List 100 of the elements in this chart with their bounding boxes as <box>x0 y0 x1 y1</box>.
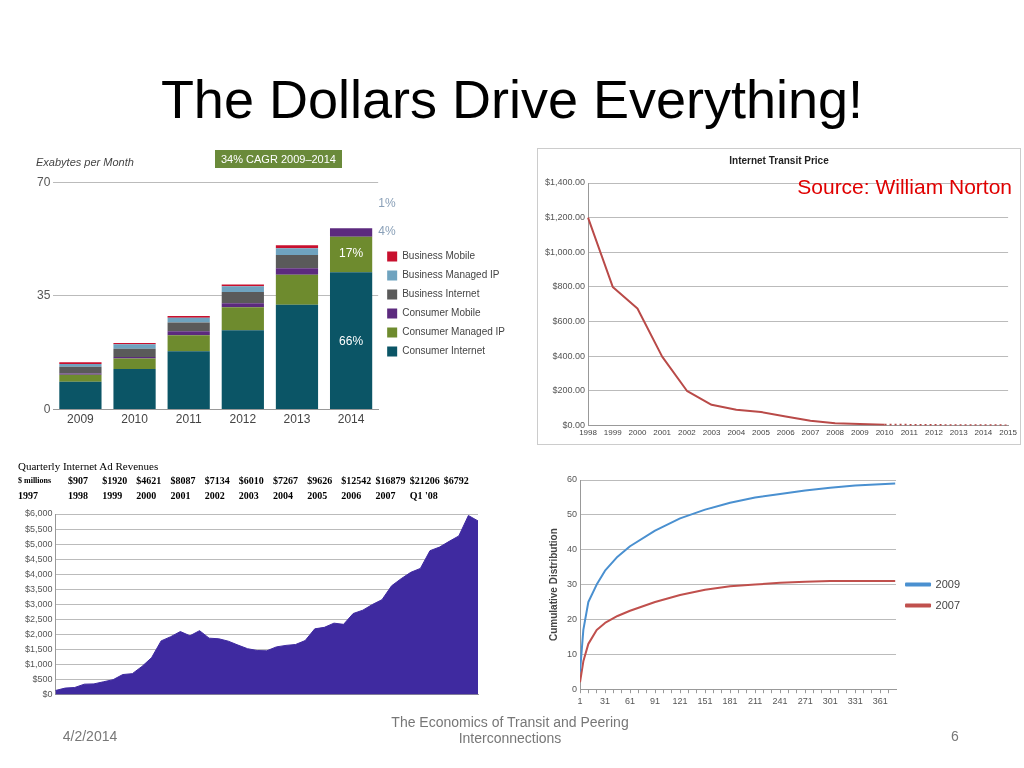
bar <box>167 322 210 332</box>
text: The Economics of Transit and Peering Interconnections <box>390 714 630 746</box>
y-tick-label: 0 <box>572 683 578 694</box>
bar <box>275 248 319 255</box>
bar <box>59 381 102 410</box>
text: $7267 <box>273 475 299 486</box>
y-tick-label: 60 <box>567 474 578 485</box>
chart-title: Internet Transit Price <box>728 155 830 166</box>
bar <box>167 331 210 336</box>
text: 2005 <box>307 490 329 501</box>
x-tick-label: 2001 <box>653 428 672 438</box>
x-tick-label: 211 <box>747 696 763 707</box>
text: $6792 <box>443 475 470 486</box>
text: 2003 <box>238 490 260 501</box>
y-tick-label: $5,500 <box>25 523 53 534</box>
x-tick-label: 1 <box>577 696 583 707</box>
text: 4% <box>378 224 396 238</box>
bar <box>275 268 319 275</box>
y-axis-title: Cumulative Distribution <box>547 528 559 641</box>
y-tick-label: $200.00 <box>552 385 586 396</box>
text: The Dollars Drive Everything! <box>159 68 865 130</box>
y-tick-label: 20 <box>567 613 578 624</box>
x-tick-label: 91 <box>650 696 661 707</box>
chart-title: Quarterly Internet Ad Revenues <box>18 460 159 472</box>
text: 1997 <box>18 490 39 501</box>
y-tick-label: 50 <box>567 509 578 520</box>
y-axis-title: Exabytes per Month <box>36 156 134 168</box>
bar <box>329 228 373 237</box>
legend-label: Consumer Internet <box>402 345 486 357</box>
bar <box>275 245 319 249</box>
y-tick-label: $400.00 <box>552 350 586 361</box>
annotation: Source: William Norton <box>797 175 1012 199</box>
text: $4621 <box>136 475 163 486</box>
x-tick-label: 1998 <box>579 428 598 438</box>
x-tick-label: 331 <box>847 696 863 707</box>
x-tick-label: 2012 <box>229 412 257 427</box>
y-tick-label: 10 <box>567 648 578 659</box>
x-tick-label: 2010 <box>121 412 149 427</box>
text: $16879 <box>375 475 407 486</box>
bar <box>113 358 156 369</box>
text: $21206 <box>409 475 441 486</box>
bar <box>113 368 156 410</box>
y-tick-label: $1,400.00 <box>544 177 586 188</box>
x-tick-label: 2009 <box>67 412 95 427</box>
y-tick-label: $6,000 <box>25 508 53 519</box>
y-tick-label: $3,000 <box>25 598 53 609</box>
legend-label: Business Managed IP <box>402 269 500 281</box>
text: $12542 <box>341 475 373 486</box>
text: 1998 <box>68 490 89 501</box>
bar <box>167 335 210 352</box>
bar <box>167 317 210 323</box>
text: 4/2/2014 <box>61 728 119 744</box>
text: 2007 <box>375 490 397 501</box>
bar <box>113 344 156 349</box>
text: $1920 <box>102 475 129 486</box>
y-tick-label: 70 <box>36 174 51 189</box>
y-tick-label: $1,000.00 <box>544 246 586 257</box>
bar <box>329 236 373 273</box>
bar <box>275 254 319 269</box>
y-tick-label: $4,000 <box>25 568 53 579</box>
y-tick-label: $4,500 <box>25 553 53 564</box>
bar <box>275 304 319 410</box>
text: 2000 <box>136 490 158 501</box>
x-tick-label: 2015 <box>999 428 1018 438</box>
x-tick-label: 2010 <box>875 428 894 438</box>
text: 6 <box>950 728 960 744</box>
x-tick-label: 2004 <box>727 428 746 438</box>
text: $ millions <box>18 476 53 485</box>
x-tick-label: 2014 <box>337 412 365 427</box>
legend-label: 2009 <box>935 577 961 590</box>
x-tick-label: 2000 <box>628 428 647 438</box>
y-tick-label: 30 <box>567 579 578 590</box>
x-tick-label: 2014 <box>974 428 993 438</box>
x-tick-label: 61 <box>625 696 636 707</box>
bar <box>329 272 373 410</box>
x-tick-label: 241 <box>772 696 788 707</box>
text: 34% CAGR 2009–2014 <box>215 150 342 168</box>
x-tick-label: 2007 <box>801 428 820 438</box>
y-tick-label: $1,200.00 <box>544 212 586 223</box>
x-tick-label: 2011 <box>900 428 919 438</box>
y-tick-label: 0 <box>43 401 51 416</box>
x-tick-label: 2002 <box>677 428 697 438</box>
x-tick-label: 2012 <box>925 428 944 438</box>
bar <box>221 286 264 292</box>
x-tick-label: 2005 <box>752 428 771 438</box>
y-tick-label: 40 <box>567 544 578 555</box>
y-tick-label: $1,000 <box>25 658 53 669</box>
y-tick-label: $500 <box>32 673 53 684</box>
bar <box>221 307 264 331</box>
x-tick-label: 2013 <box>283 412 311 427</box>
x-tick-label: 151 <box>697 696 713 707</box>
x-tick-label: 2009 <box>850 428 870 438</box>
x-tick-label: 271 <box>797 696 813 707</box>
bar <box>275 274 319 305</box>
text: 1999 <box>102 490 124 501</box>
text: $907 <box>68 475 89 486</box>
bar <box>59 374 102 382</box>
y-tick-label: $600.00 <box>552 316 586 326</box>
bar <box>221 330 264 410</box>
text: 1% <box>378 196 396 210</box>
